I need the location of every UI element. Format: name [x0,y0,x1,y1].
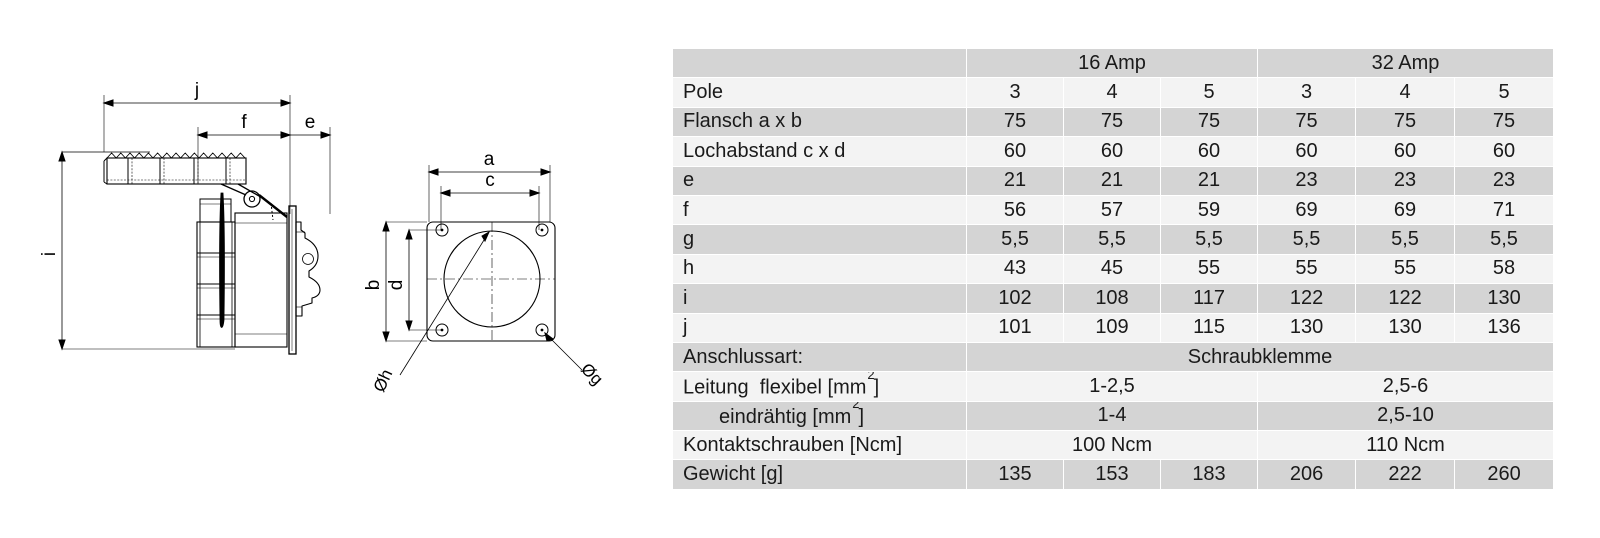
svg-text:c: c [485,170,495,191]
svg-text:a: a [484,149,495,170]
svg-text:Øg: Øg [577,359,606,388]
svg-text:Øh: Øh [370,366,397,395]
svg-text:d: d [386,280,407,291]
svg-text:i: i [39,252,60,256]
svg-text:e: e [305,112,316,133]
svg-text:b: b [363,280,384,291]
svg-text:f: f [241,112,247,133]
svg-text:j: j [194,80,199,101]
